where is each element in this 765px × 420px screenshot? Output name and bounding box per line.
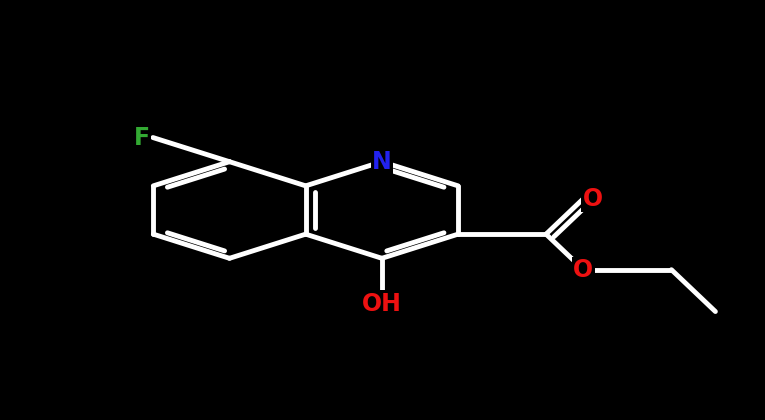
Text: OH: OH (362, 291, 402, 315)
Text: O: O (574, 258, 594, 282)
Text: F: F (133, 126, 149, 150)
Text: N: N (372, 150, 392, 174)
Text: O: O (583, 186, 603, 210)
